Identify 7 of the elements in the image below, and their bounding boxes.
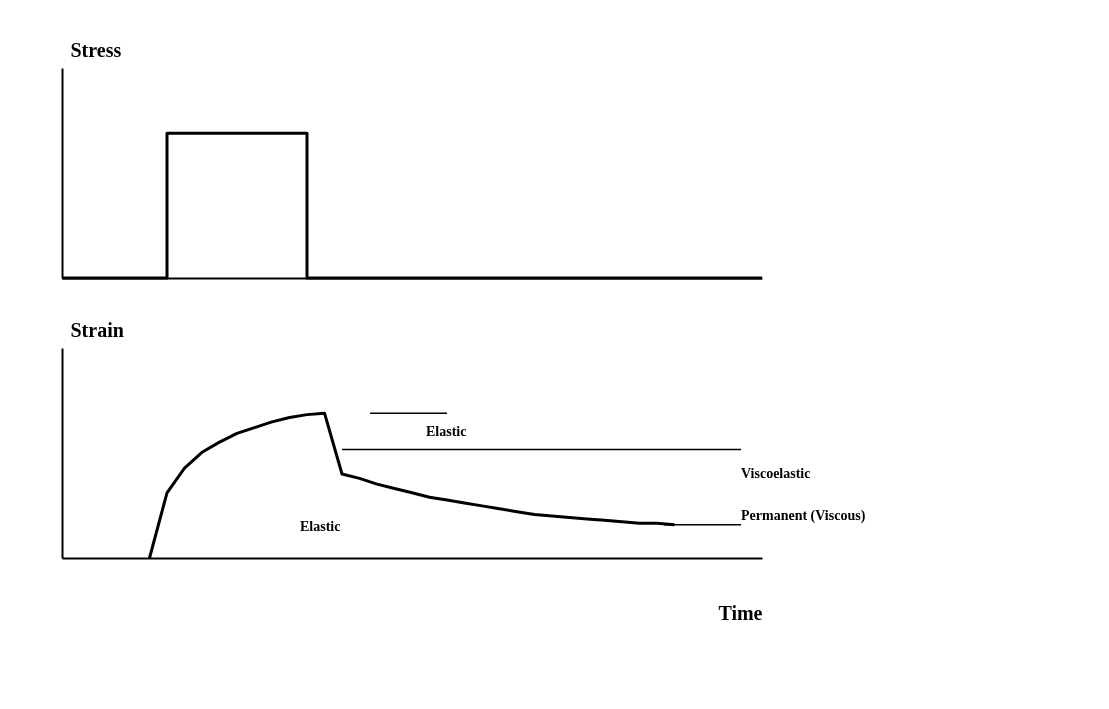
annotation: Elastic — [300, 518, 341, 534]
annotation: Elastic — [426, 424, 467, 439]
y-axis-title: Stress — [70, 38, 122, 61]
y-axis-title: Strain — [70, 318, 124, 341]
annotation: Viscoelastic — [741, 466, 811, 481]
annotation: Permanent (Viscous) — [741, 508, 866, 524]
x-axis-title: Time — [718, 601, 763, 624]
